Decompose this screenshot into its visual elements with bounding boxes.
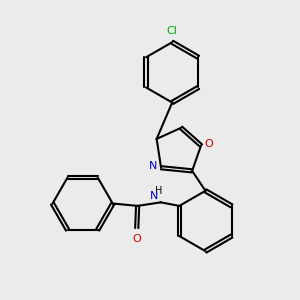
Text: H: H (155, 186, 163, 196)
Text: N: N (150, 190, 158, 201)
Text: Cl: Cl (167, 26, 178, 35)
Text: N: N (149, 161, 158, 171)
Text: O: O (205, 139, 213, 149)
Text: O: O (132, 234, 141, 244)
